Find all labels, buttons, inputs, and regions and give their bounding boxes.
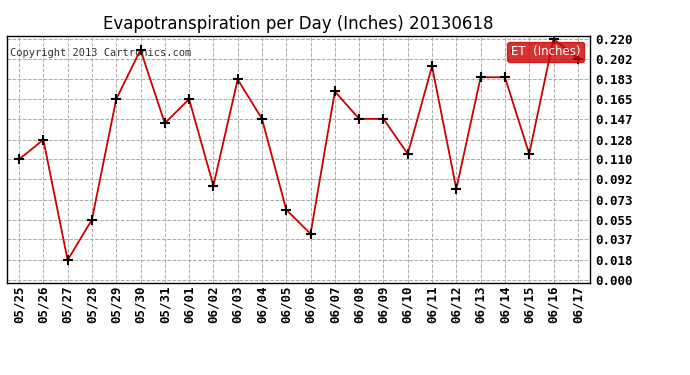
Legend: ET  (Inches): ET (Inches) xyxy=(507,42,584,62)
Title: Evapotranspiration per Day (Inches) 20130618: Evapotranspiration per Day (Inches) 2013… xyxy=(104,15,493,33)
Text: Copyright 2013 Cartronics.com: Copyright 2013 Cartronics.com xyxy=(10,48,191,58)
